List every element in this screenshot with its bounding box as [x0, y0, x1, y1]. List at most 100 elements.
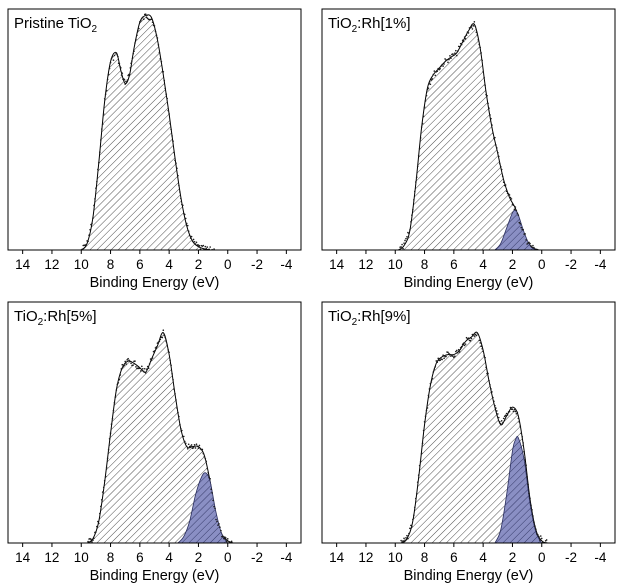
data-point: [490, 388, 492, 390]
data-point: [526, 243, 528, 245]
raw-data-points: [86, 329, 234, 543]
data-point: [209, 246, 211, 248]
data-point: [151, 357, 154, 359]
data-point: [491, 391, 493, 393]
data-point: [90, 538, 92, 541]
data-point: [213, 505, 215, 508]
chart-svg: 14 12 10 8 6 4 2 0 -2 -4 Binding Energy (eV) Pristi…: [7, 8, 302, 291]
data-point: [426, 407, 429, 409]
data-point: [217, 524, 219, 526]
data-point: [469, 339, 472, 342]
x-tick-label: 2: [509, 550, 517, 565]
data-point: [525, 239, 527, 241]
data-point: [422, 115, 425, 118]
data-point: [472, 333, 475, 336]
data-point: [179, 423, 181, 426]
data-point: [397, 251, 399, 253]
data-point: [495, 144, 497, 146]
data-point: [486, 94, 488, 97]
panel-title: TiO2:Rh[1%]: [328, 15, 411, 35]
data-point: [87, 540, 89, 543]
data-point: [415, 176, 418, 178]
data-point: [406, 235, 408, 238]
data-point: [115, 52, 118, 54]
data-point: [189, 237, 192, 239]
data-point: [448, 58, 450, 61]
data-point: [457, 348, 460, 351]
x-tick-label: 0: [538, 257, 546, 272]
data-point: [187, 443, 190, 446]
data-point: [211, 492, 213, 494]
data-point: [497, 151, 499, 154]
data-point: [464, 343, 467, 345]
data-point: [194, 447, 197, 449]
data-point: [97, 168, 99, 171]
data-point: [150, 18, 153, 21]
data-point: [440, 65, 442, 67]
data-point: [168, 113, 170, 115]
data-point: [99, 151, 101, 153]
data-point: [424, 100, 427, 102]
data-point: [451, 354, 453, 356]
data-point: [448, 352, 450, 355]
data-point: [511, 203, 514, 206]
plot-frame: [321, 8, 616, 251]
data-point: [119, 374, 122, 376]
data-point: [524, 459, 526, 461]
data-point: [106, 78, 109, 81]
data-point: [101, 491, 104, 493]
data-point: [204, 245, 207, 248]
data-point: [538, 535, 540, 538]
data-point: [431, 78, 434, 80]
data-point: [101, 123, 104, 125]
data-point: [412, 518, 414, 521]
data-point: [531, 509, 533, 511]
data-point: [498, 162, 501, 165]
data-point: [164, 87, 167, 90]
data-point: [416, 165, 419, 168]
data-point: [474, 25, 477, 28]
data-point: [488, 379, 490, 382]
data-point: [212, 499, 214, 502]
x-tick-label: 2: [195, 550, 203, 565]
panel-title-main: Pristine TiO: [14, 15, 92, 32]
data-point: [454, 355, 456, 358]
data-point: [87, 240, 89, 243]
data-point: [403, 242, 405, 244]
data-point: [408, 232, 410, 235]
data-point: [485, 93, 487, 96]
data-point: [145, 368, 148, 370]
data-point: [129, 67, 132, 69]
data-point: [134, 360, 136, 362]
data-point: [483, 355, 485, 357]
data-point: [505, 412, 508, 415]
plot-frame: [7, 8, 302, 251]
data-point: [443, 63, 445, 65]
data-point: [121, 72, 124, 74]
data-point: [429, 382, 432, 385]
data-point: [467, 32, 470, 34]
data-point: [497, 155, 500, 158]
data-point: [432, 371, 435, 373]
data-point: [533, 521, 535, 523]
data-point: [133, 50, 135, 52]
data-point: [411, 214, 413, 216]
data-point: [413, 198, 415, 201]
data-point: [453, 54, 455, 56]
data-point: [423, 106, 426, 108]
data-point: [530, 504, 532, 507]
x-tick-label: 4: [479, 550, 487, 565]
data-point: [471, 28, 474, 30]
data-point: [430, 381, 433, 383]
data-point: [420, 126, 423, 128]
data-point: [523, 451, 525, 453]
data-point: [481, 59, 483, 62]
data-point: [173, 151, 175, 154]
data-point: [123, 78, 126, 81]
data-point: [102, 486, 105, 489]
x-tick-label: 12: [358, 257, 373, 272]
x-tick-label: 14: [15, 257, 31, 272]
data-point: [443, 357, 445, 360]
data-point: [201, 448, 204, 451]
data-point: [210, 488, 212, 491]
